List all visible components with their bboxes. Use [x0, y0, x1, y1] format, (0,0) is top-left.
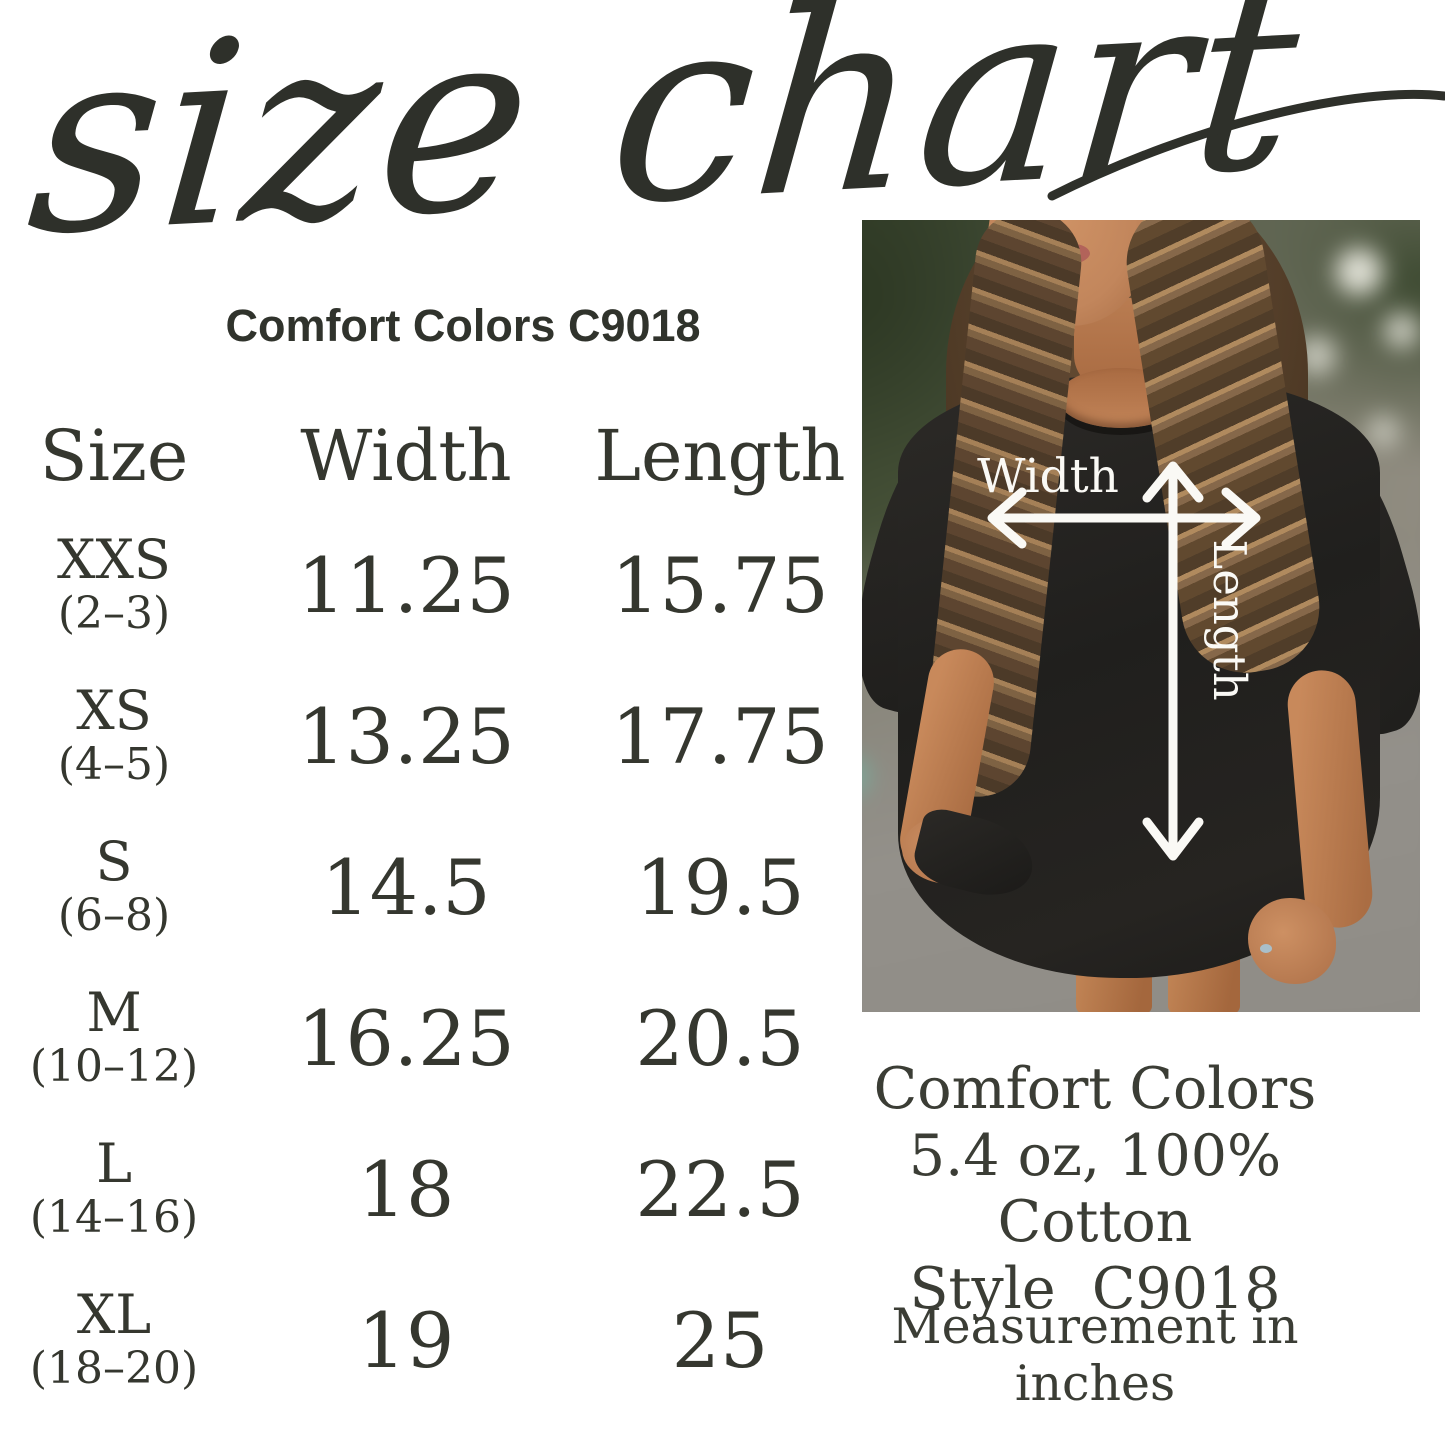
size-label: L	[96, 1132, 132, 1196]
size-cell: S (6–8)	[0, 830, 228, 942]
size-label: XXS	[57, 528, 171, 592]
width-value: 19	[357, 1296, 455, 1385]
size-label: M	[86, 981, 142, 1045]
age-range: (2–3)	[57, 588, 171, 640]
fabric-line: 5.4 oz, 100% Cotton	[908, 1122, 1282, 1256]
style-line: Style C9018	[909, 1256, 1281, 1323]
table-row: XXS (2–3) 11.25 15.75	[0, 510, 856, 661]
model-right-hand	[1248, 898, 1336, 984]
width-value: 11.25	[297, 541, 515, 630]
table-row: XS (4–5) 13.25 17.75	[0, 661, 856, 812]
size-cell: XL (18–20)	[0, 1283, 228, 1395]
measurement-arrows-overlay: Width Length	[977, 449, 1261, 861]
measurement-note: Measurement in inches	[891, 1298, 1299, 1412]
age-range: (4–5)	[57, 739, 171, 791]
size-label: S	[95, 830, 133, 894]
product-details: Comfort Colors 5.4 oz, 100% Cotton Style…	[810, 1056, 1380, 1323]
column-header-size: Size	[39, 415, 189, 497]
table-row: XL (18–20) 19 25	[0, 1265, 856, 1416]
size-label: XL	[76, 1283, 152, 1347]
length-value: 17.75	[611, 692, 829, 781]
width-value: 16.25	[297, 994, 515, 1083]
age-range: (10–12)	[29, 1041, 199, 1093]
size-label: XS	[76, 679, 152, 743]
size-table: Size Width Length XXS (2–3) 11.25 15.75 …	[0, 402, 856, 1416]
size-cell: XS (4–5)	[0, 679, 228, 791]
size-cell: L (14–16)	[0, 1132, 228, 1244]
width-value: 13.25	[297, 692, 515, 781]
length-arrow-label: Length	[1203, 539, 1256, 700]
length-value: 15.75	[611, 541, 829, 630]
size-cell: M (10–12)	[0, 981, 228, 1093]
length-value: 22.5	[635, 1145, 805, 1234]
product-photo: Width Length	[862, 220, 1420, 1012]
column-header-length: Length	[594, 415, 846, 497]
length-value: 19.5	[635, 843, 805, 932]
age-range: (14–16)	[29, 1192, 199, 1244]
brand-line: Comfort Colors	[873, 1056, 1317, 1122]
subtitle: Comfort Colors C9018	[225, 300, 701, 351]
nail-polish-dot	[1260, 944, 1272, 953]
age-range: (18–20)	[29, 1343, 199, 1395]
length-value: 20.5	[635, 994, 805, 1083]
column-header-width: Width	[300, 415, 512, 497]
width-arrow-label: Width	[977, 449, 1119, 504]
length-value: 25	[671, 1296, 769, 1385]
width-value: 18	[357, 1145, 455, 1234]
age-range: (6–8)	[57, 890, 171, 942]
table-header-row: Size Width Length	[0, 402, 856, 510]
table-row: L (14–16) 18 22.5	[0, 1114, 856, 1265]
table-row: M (10–12) 16.25 20.5	[0, 963, 856, 1114]
table-row: S (6–8) 14.5 19.5	[0, 812, 856, 963]
size-cell: XXS (2–3)	[0, 528, 228, 640]
width-value: 14.5	[321, 843, 491, 932]
